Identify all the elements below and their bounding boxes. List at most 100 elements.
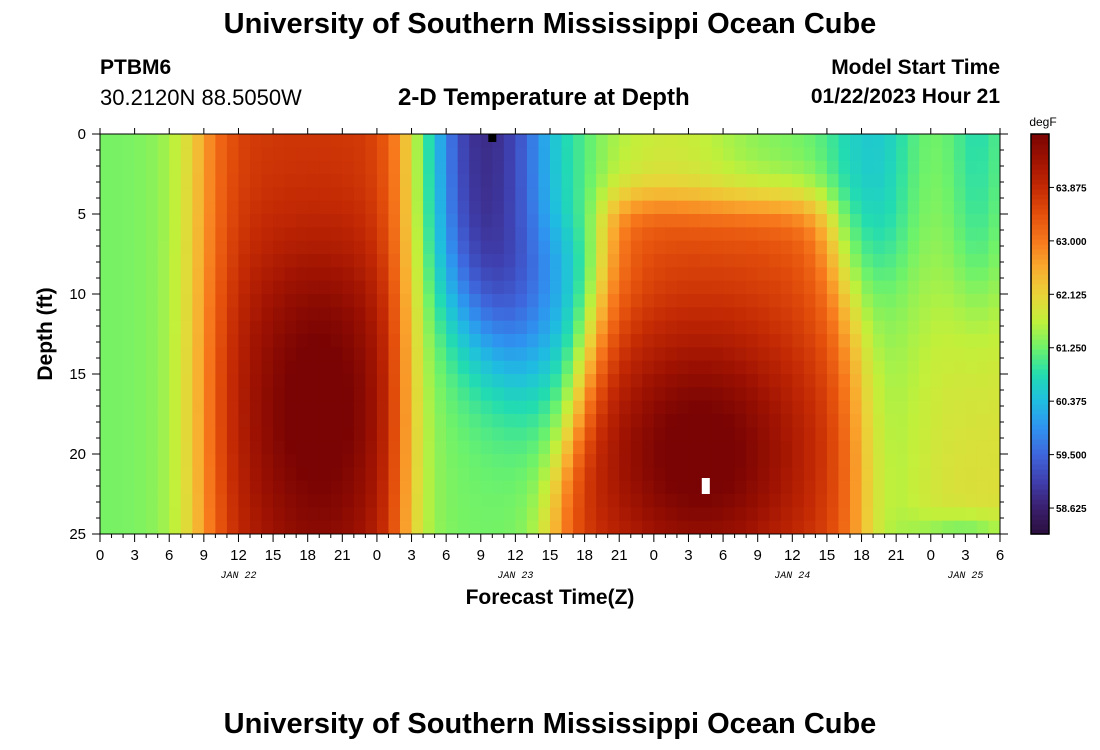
heatmap-cell [203,374,216,388]
heatmap-cell [988,147,1000,162]
heatmap-cell [342,254,355,268]
heatmap-cell [469,294,482,308]
heatmap-cell [884,507,897,522]
heatmap-cell [561,494,574,508]
heatmap-cell [642,454,655,468]
heatmap-cell [307,254,320,268]
heatmap-cell [261,174,274,188]
heatmap-cell [573,440,586,455]
heatmap-cell [157,440,170,455]
heatmap-cell [100,374,113,388]
heatmap-cell [457,467,470,482]
heatmap-cell [169,467,182,482]
heatmap-cell [884,347,897,362]
heatmap-cell [561,134,574,148]
heatmap-cell [734,334,747,348]
heatmap-cell [803,387,816,402]
heatmap-cell [630,227,643,242]
heatmap-cell [250,347,263,362]
heatmap-cell [873,227,886,242]
heatmap-cell [873,320,886,335]
heatmap-cell [469,507,482,522]
heatmap-cell [319,387,332,402]
heatmap-cell [619,227,632,242]
heatmap-cell [653,267,666,282]
heatmap-cell [503,307,516,322]
heatmap-cell [423,134,436,148]
heatmap-cell [123,134,136,148]
heatmap-cell [630,414,643,428]
heatmap-cell [446,520,459,534]
heatmap-cell [480,254,493,268]
heatmap-cell [457,400,470,415]
heatmap-cell [919,467,932,482]
heatmap-cell [723,467,736,482]
heatmap-cell [330,360,343,375]
heatmap-cell [238,294,251,308]
heatmap-cell [365,187,378,202]
heatmap-cell [861,480,874,495]
heatmap-cell [538,267,551,282]
heatmap-cell [803,414,816,428]
heatmap-cell [803,134,816,148]
heatmap-cell [250,280,263,295]
heatmap-cell [411,267,424,282]
heatmap-cell [815,400,828,415]
heatmap-cell [861,387,874,402]
heatmap-cell [896,467,909,482]
heatmap-cell [273,214,286,228]
heatmap-cell [653,174,666,188]
colorbar-segment [1031,504,1049,510]
heatmap-cell [146,307,159,322]
heatmap-cell [226,134,240,148]
heatmap-cell [584,200,597,215]
heatmap-cell [919,440,932,455]
heatmap-cell [769,240,782,255]
heatmap-cell [653,147,666,162]
heatmap-cell [965,187,978,202]
heatmap-cell [526,227,540,242]
heatmap-cell [469,134,482,148]
heatmap-cell [711,187,724,202]
heatmap-cell [353,254,366,268]
heatmap-cell [192,507,205,522]
heatmap-cell [988,200,1000,215]
heatmap-cell [250,480,263,495]
heatmap-cell [711,387,724,402]
heatmap-cell [584,347,597,362]
heatmap-cell [953,307,966,322]
heatmap-cell [653,520,666,534]
heatmap-cell [123,520,136,534]
heatmap-cell [700,200,713,215]
heatmap-cell [226,454,240,468]
heatmap-cell [296,160,309,175]
heatmap-cell [596,160,609,175]
heatmap-cell [653,427,666,442]
heatmap-cell [780,374,793,388]
heatmap-cell [873,240,886,255]
heatmap-cell [365,374,378,388]
heatmap-cell [503,240,516,255]
heatmap-cell [792,387,805,402]
heatmap-cell [896,507,909,522]
heatmap-cell [411,254,424,268]
heatmap-cell [376,494,390,508]
heatmap-cell [423,200,436,215]
heatmap-cell [596,200,609,215]
heatmap-cell [930,200,943,215]
heatmap-cell [573,480,586,495]
heatmap-cell [134,147,147,162]
heatmap-cell [734,254,747,268]
heatmap-cell [250,360,263,375]
heatmap-cell [561,227,574,242]
heatmap-cell [457,294,470,308]
heatmap-cell [930,440,943,455]
chart-subtitle: 2-D Temperature at Depth [398,84,690,111]
heatmap-cell [296,360,309,375]
heatmap-cell [180,387,193,402]
heatmap-cell [850,320,863,335]
heatmap-cell [342,134,355,148]
heatmap-cell [653,214,666,228]
heatmap-cell [134,387,147,402]
x-tick-label: 18 [576,547,593,564]
